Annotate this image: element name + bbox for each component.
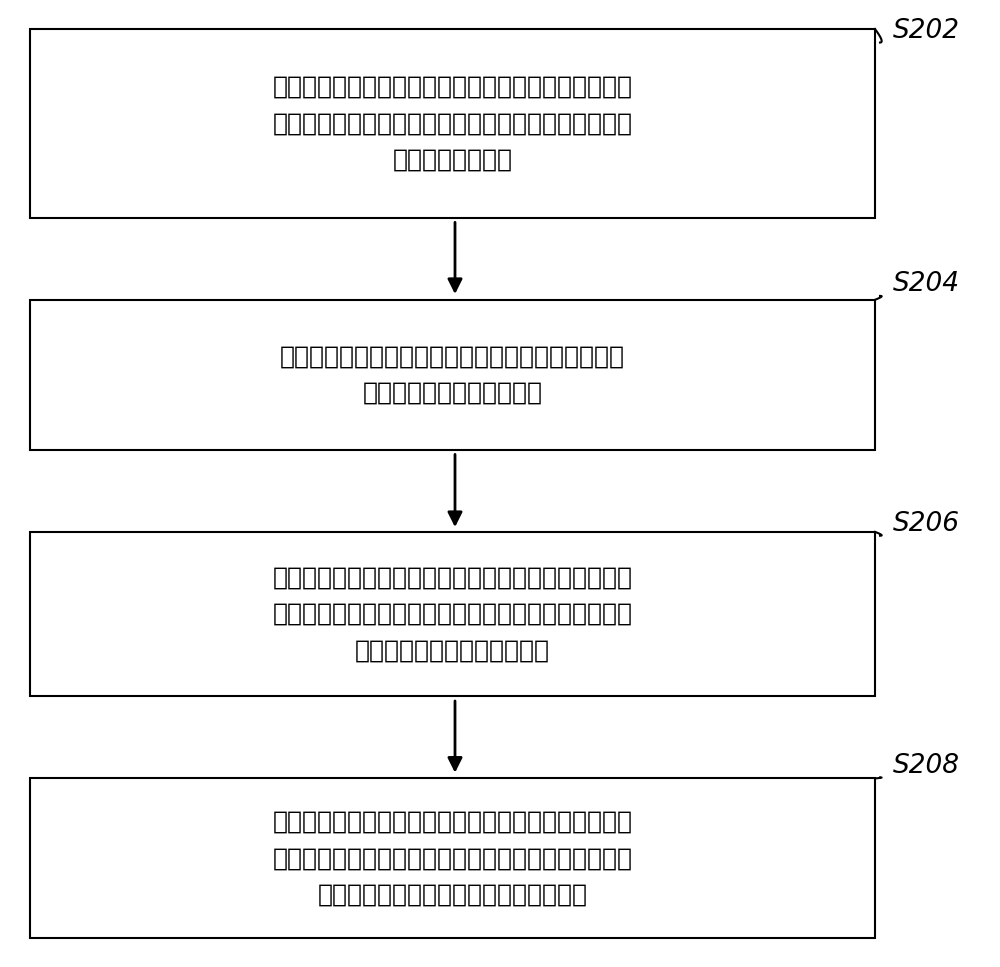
Bar — [30, 29, 875, 218]
Text: S204: S204 — [893, 272, 960, 297]
Text: 使用移动平均滤波器去除第一信号幅值序列的高频噪
声，得到第二信号幅值序列: 使用移动平均滤波器去除第一信号幅值序列的高频噪 声，得到第二信号幅值序列 — [280, 344, 625, 405]
Bar — [30, 778, 875, 938]
Text: 获取原始心电信号的频率范围的上限，使用截止频率为
该上限的低通巴特沃斯滤波器去除第三信号幅值序列的
高频噪声，得到预处理后的心电波形数据: 获取原始心电信号的频率范围的上限，使用截止频率为 该上限的低通巴特沃斯滤波器去除… — [272, 810, 633, 907]
Bar — [30, 300, 875, 450]
Text: S202: S202 — [893, 18, 960, 44]
Text: S206: S206 — [893, 512, 960, 537]
Text: 获取原始心电信号的频率范围的下限，使用截止频率为
该下限的高通滤波器对第二信号幅值序列进行抑制漂移
处理，得到第三信号幅值序列: 获取原始心电信号的频率范围的下限，使用截止频率为 该下限的高通滤波器对第二信号幅… — [272, 566, 633, 662]
Text: S208: S208 — [893, 753, 960, 778]
Text: 计算原始心电波形数据中各个信号幅值的平均值，将原
始心电波形数据中的各个信号幅值减去该平均值，得到
第一信号幅值序列: 计算原始心电波形数据中各个信号幅值的平均值，将原 始心电波形数据中的各个信号幅值… — [272, 74, 633, 171]
Bar — [30, 532, 875, 696]
